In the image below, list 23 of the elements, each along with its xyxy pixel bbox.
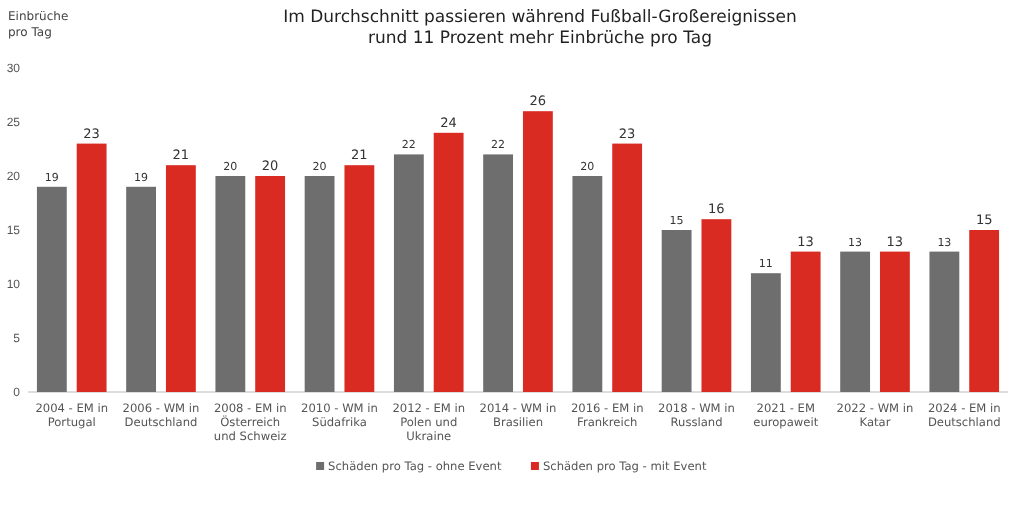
bar xyxy=(165,165,196,392)
bar xyxy=(36,186,67,392)
chart-title: Im Durchschnitt passieren während Fußball-Großereignissen rund 11 Prozent mehr Einbrüche pro Tag xyxy=(283,8,797,49)
bar xyxy=(76,143,107,392)
bar xyxy=(433,132,464,392)
bar xyxy=(483,154,514,392)
bar xyxy=(969,230,1000,392)
bar xyxy=(661,230,692,392)
bar xyxy=(304,176,335,392)
bar xyxy=(701,219,732,392)
bar xyxy=(840,251,871,392)
bar xyxy=(215,176,246,392)
bar xyxy=(929,251,960,392)
bar xyxy=(879,251,910,392)
bar xyxy=(393,154,424,392)
bar xyxy=(126,186,157,392)
bar xyxy=(522,111,553,392)
bar xyxy=(344,165,375,392)
bar xyxy=(790,251,821,392)
bar xyxy=(750,273,781,392)
bar xyxy=(612,143,643,392)
bar xyxy=(255,176,286,392)
bar xyxy=(572,176,603,392)
